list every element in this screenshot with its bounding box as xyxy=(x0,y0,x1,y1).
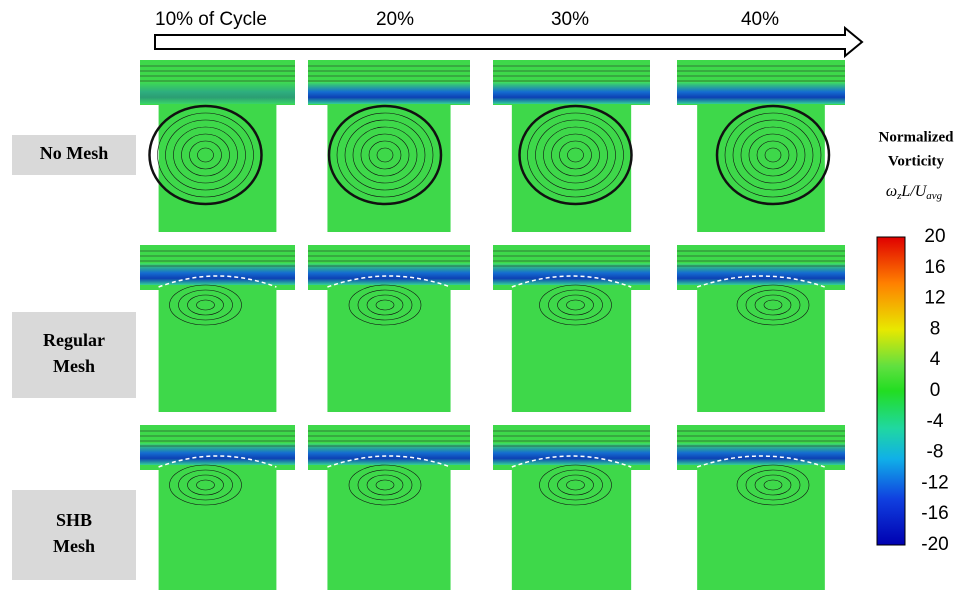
timeline-label: 10% of Cycle xyxy=(155,9,267,30)
colorbar-tick-label: 0 xyxy=(930,380,941,401)
colorbar xyxy=(877,237,905,545)
cavity xyxy=(159,290,277,412)
timeline-arrow xyxy=(155,28,862,56)
flow-panel xyxy=(308,60,470,232)
flow-panel xyxy=(493,60,650,232)
colorbar-tick-label: -4 xyxy=(927,411,944,432)
flow-panel xyxy=(140,60,295,232)
flow-panel xyxy=(677,60,845,232)
flow-panel xyxy=(140,245,295,412)
flow-panel xyxy=(308,245,470,412)
row-label-box xyxy=(12,312,136,398)
cavity xyxy=(512,470,631,590)
row-label: SHB xyxy=(56,510,92,530)
cavity xyxy=(512,290,631,412)
row-label: Regular xyxy=(43,330,105,350)
colorbar-tick-label: -20 xyxy=(921,534,948,555)
figure: 10% of Cycle 20% 30% 40% No Mesh Regular Mesh S… xyxy=(0,0,971,593)
formula-part: L/U xyxy=(900,183,927,200)
colorbar-title: Normalized xyxy=(879,129,955,145)
flow-panel xyxy=(677,245,845,412)
flow-panel xyxy=(308,425,470,590)
colorbar-tick-label: -16 xyxy=(921,503,948,524)
flow-panel xyxy=(140,425,295,590)
colorbar-tick-label: 20 xyxy=(924,226,945,247)
colorbar-title: Vorticity xyxy=(888,153,945,169)
cavity xyxy=(697,290,825,412)
row-label: Mesh xyxy=(53,356,95,376)
colorbar-formula: ωzL/Uavg xyxy=(886,183,943,202)
shear-band xyxy=(308,82,470,104)
formula-part: ω xyxy=(886,183,897,200)
timeline-label: 20% xyxy=(376,9,414,30)
colorbar-tick-label: 16 xyxy=(924,257,945,278)
cavity xyxy=(697,470,825,590)
cavity xyxy=(159,470,277,590)
colorbar-tick-label: -8 xyxy=(927,442,944,463)
flow-panel xyxy=(493,425,650,590)
flow-panel xyxy=(493,245,650,412)
colorbar-tick-label: 4 xyxy=(930,349,941,370)
shear-band xyxy=(140,82,295,104)
panels xyxy=(140,60,845,590)
flow-panel xyxy=(677,425,845,590)
formula-part: avg xyxy=(926,190,942,202)
timeline-label: 30% xyxy=(551,9,589,30)
row-label-box xyxy=(12,490,136,580)
row-label: Mesh xyxy=(53,536,95,556)
shear-band xyxy=(493,82,650,104)
shear-band xyxy=(677,82,845,104)
cavity xyxy=(327,290,450,412)
colorbar-tick-label: 8 xyxy=(930,318,941,339)
timeline-label: 40% xyxy=(741,9,779,30)
cavity xyxy=(327,470,450,590)
colorbar-tick-label: -12 xyxy=(921,472,948,493)
colorbar-tick-label: 12 xyxy=(924,288,945,309)
row-label: No Mesh xyxy=(40,143,109,163)
